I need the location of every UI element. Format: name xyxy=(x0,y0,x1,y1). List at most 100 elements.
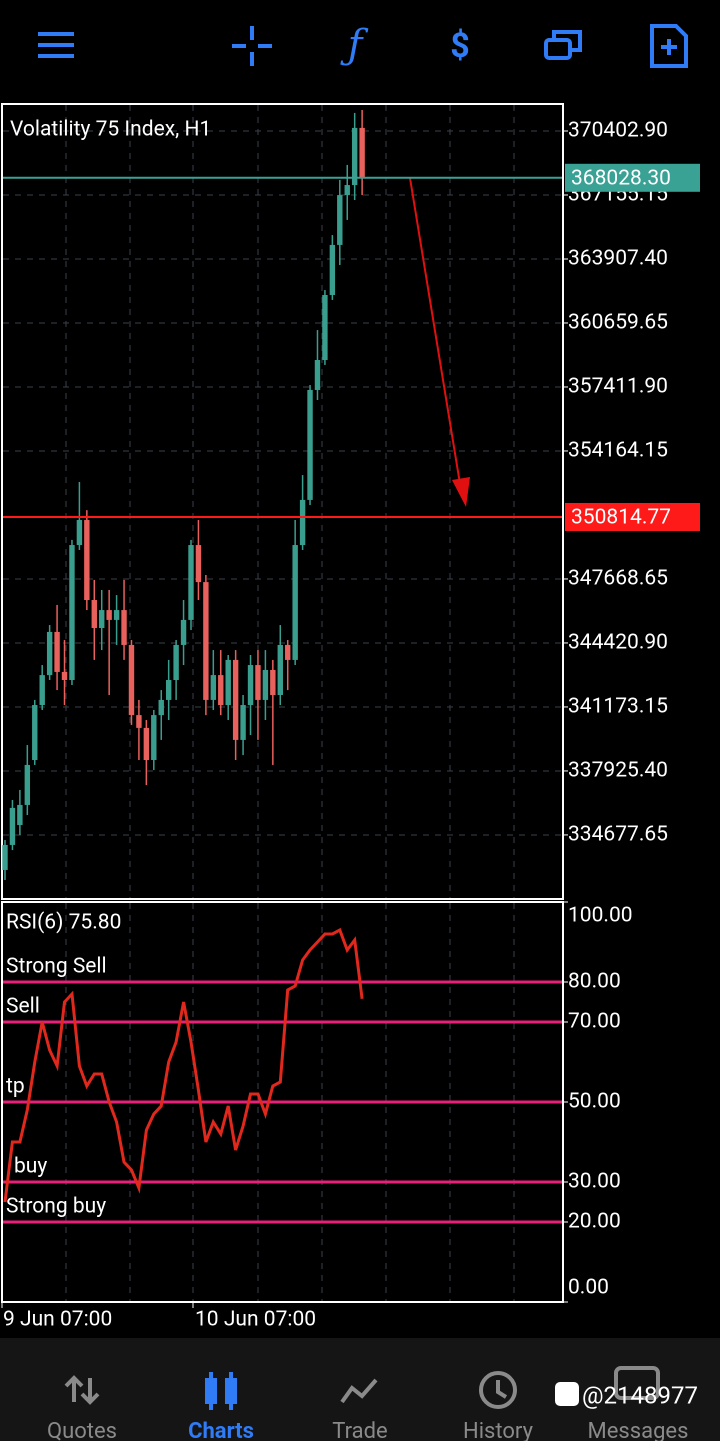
candle-body xyxy=(121,610,127,645)
candle-body xyxy=(24,764,31,805)
candle-body xyxy=(180,619,187,645)
crosshair-button[interactable] xyxy=(232,26,272,66)
nav-bar xyxy=(0,1338,720,1441)
candle-body xyxy=(32,705,38,761)
candle-body xyxy=(240,705,246,740)
candle-body xyxy=(299,499,306,546)
y-tick-label: 341173.15 xyxy=(568,694,668,718)
nav-item[interactable]: Trade xyxy=(332,1419,387,1441)
y-tick-label: 0.00 xyxy=(568,1276,609,1300)
candle-body xyxy=(329,244,336,295)
x-tick-label: 10 Jun 07:00 xyxy=(195,1308,316,1332)
candle-body xyxy=(143,727,150,761)
nav-item[interactable]: Quotes xyxy=(47,1419,117,1441)
candle-body xyxy=(158,699,164,716)
candle-body xyxy=(17,804,23,826)
candle-body xyxy=(188,545,194,620)
y-tick-label: 334677.65 xyxy=(568,822,668,846)
candle-body xyxy=(322,294,328,361)
candle-body xyxy=(39,675,45,706)
candle-body xyxy=(76,520,83,546)
nav-icons xyxy=(64,1366,660,1410)
nav-item[interactable]: History xyxy=(463,1419,534,1441)
y-tick-label: 344420.90 xyxy=(568,631,668,655)
y-tick-label: 354164.15 xyxy=(568,439,668,463)
candle-body xyxy=(2,844,8,870)
candle-body xyxy=(225,659,231,706)
y-tick-label: 360659.65 xyxy=(568,311,668,335)
candle-body xyxy=(232,659,239,740)
chart-title: Volatility 75 Index, H1 xyxy=(10,118,211,142)
indicators-button[interactable]: ƒ xyxy=(340,22,369,68)
y-tick-label: 357411.90 xyxy=(568,375,668,399)
price-panel xyxy=(1,103,564,900)
candle-body xyxy=(69,545,75,681)
y-tick-label: 347668.65 xyxy=(568,567,668,591)
nav-item[interactable]: Messages xyxy=(588,1419,689,1441)
candle-body xyxy=(46,631,53,676)
y-tick-label: 370402.90 xyxy=(568,119,668,143)
candle-body xyxy=(136,715,142,728)
nav-item[interactable]: Charts xyxy=(188,1419,254,1441)
price-label-box xyxy=(565,163,700,192)
watermark: @2148977 xyxy=(582,1381,698,1409)
candle-body xyxy=(151,715,157,761)
symbol-button[interactable]: $ xyxy=(450,26,470,66)
y-tick-label: 20.00 xyxy=(568,1210,621,1234)
rsi-level-label: tp xyxy=(6,1075,25,1099)
candle-body xyxy=(84,520,90,601)
time-grid xyxy=(3,105,562,1301)
price-label: 350814.77 xyxy=(571,506,671,530)
toolbar: ƒ $ xyxy=(38,22,688,68)
y-tick-label: 70.00 xyxy=(568,1010,621,1034)
candle-body xyxy=(314,360,321,390)
candle-body xyxy=(173,644,179,681)
candle-body xyxy=(262,669,269,700)
price-label-box xyxy=(565,502,700,531)
candle-body xyxy=(91,600,97,628)
price-label: 368028.30 xyxy=(571,166,671,190)
rsi-line xyxy=(3,927,364,1203)
candle-body xyxy=(277,644,283,695)
y-tick-label: 80.00 xyxy=(568,970,621,994)
candle-body xyxy=(195,545,202,583)
candle-body xyxy=(99,610,105,628)
candle-body xyxy=(255,665,261,700)
watermark-logo xyxy=(555,1382,579,1406)
rsi-level-label: Strong buy xyxy=(6,1195,106,1219)
candle-body xyxy=(337,195,343,245)
new-order-button[interactable] xyxy=(650,24,688,68)
rsi-level-label: buy xyxy=(14,1155,47,1179)
candle-body xyxy=(247,665,254,706)
y-tick-label: 30.00 xyxy=(568,1170,621,1194)
candle-body xyxy=(351,127,358,186)
y-tick-label: 363907.40 xyxy=(568,247,668,271)
candle-body xyxy=(270,669,276,695)
menu-button[interactable] xyxy=(38,32,74,58)
candle-body xyxy=(285,644,291,660)
candle-body xyxy=(292,545,298,660)
rsi-title: RSI(6) 75.80 xyxy=(6,911,121,935)
candle-body xyxy=(210,675,217,700)
candle-body xyxy=(61,671,68,681)
candle-body xyxy=(307,389,313,500)
candle-body xyxy=(128,644,135,716)
candle-body xyxy=(54,631,60,672)
candle-body xyxy=(9,807,16,845)
candle-body xyxy=(218,675,224,706)
candle-body xyxy=(203,582,209,700)
y-tick-label: 337925.40 xyxy=(568,758,668,782)
arrow-annotation xyxy=(409,177,470,507)
candle-body xyxy=(359,127,365,178)
windows-button[interactable] xyxy=(544,30,582,60)
nav: Quotes Charts Trade History Messages xyxy=(47,1419,688,1441)
candle-body xyxy=(106,610,112,620)
y-tick-label: 50.00 xyxy=(568,1090,621,1114)
candle-body xyxy=(344,185,350,196)
rsi-level-label: Sell xyxy=(6,995,40,1019)
candle-body xyxy=(165,680,172,700)
candle-body xyxy=(113,610,120,620)
x-tick-label: 9 Jun 07:00 xyxy=(3,1308,112,1332)
